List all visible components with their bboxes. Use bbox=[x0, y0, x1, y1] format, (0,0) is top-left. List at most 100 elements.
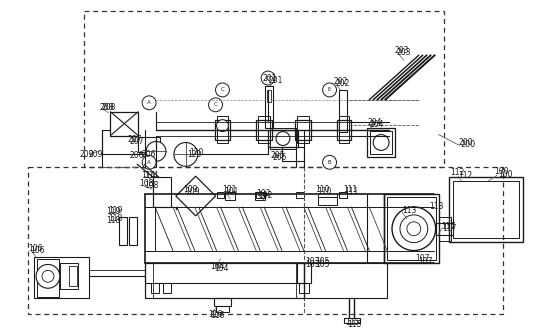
Bar bbox=[436, 223, 453, 235]
Bar bbox=[268, 130, 298, 147]
Bar bbox=[296, 192, 304, 198]
Text: 117: 117 bbox=[442, 222, 456, 231]
Text: 112: 112 bbox=[451, 168, 465, 177]
Text: 116: 116 bbox=[210, 311, 225, 320]
Text: 116: 116 bbox=[209, 309, 223, 318]
Circle shape bbox=[216, 120, 229, 132]
Bar bbox=[153, 177, 171, 207]
Text: 111: 111 bbox=[345, 187, 359, 196]
Bar bbox=[340, 116, 350, 143]
Text: 100: 100 bbox=[494, 167, 508, 176]
Bar bbox=[34, 257, 89, 298]
Text: 202: 202 bbox=[334, 77, 348, 86]
Bar bbox=[270, 128, 296, 149]
Circle shape bbox=[400, 215, 428, 243]
Bar bbox=[370, 131, 392, 154]
Bar bbox=[225, 192, 235, 200]
Text: 101: 101 bbox=[224, 187, 239, 196]
Text: 101: 101 bbox=[223, 185, 237, 194]
Bar bbox=[265, 86, 273, 128]
Circle shape bbox=[276, 132, 290, 145]
Text: 102: 102 bbox=[256, 189, 270, 198]
Text: 100: 100 bbox=[498, 170, 513, 179]
Text: 204: 204 bbox=[367, 118, 382, 127]
Circle shape bbox=[42, 270, 54, 282]
Text: 118: 118 bbox=[108, 214, 123, 223]
Text: 107: 107 bbox=[415, 254, 430, 263]
Text: 103: 103 bbox=[305, 257, 319, 266]
Text: 108: 108 bbox=[139, 179, 154, 188]
Bar bbox=[119, 217, 127, 245]
Text: 119: 119 bbox=[107, 208, 121, 216]
Text: B: B bbox=[328, 160, 331, 165]
Circle shape bbox=[215, 83, 229, 97]
Bar bbox=[28, 167, 503, 314]
Text: 108: 108 bbox=[144, 181, 159, 190]
Text: 203: 203 bbox=[395, 46, 410, 55]
Circle shape bbox=[322, 83, 336, 97]
Circle shape bbox=[142, 155, 156, 169]
Text: 110: 110 bbox=[316, 185, 330, 194]
Bar bbox=[138, 136, 160, 152]
Text: 206: 206 bbox=[141, 150, 155, 159]
Bar bbox=[215, 120, 230, 139]
Bar bbox=[387, 197, 436, 260]
Text: 109: 109 bbox=[185, 187, 199, 196]
Bar bbox=[256, 120, 272, 139]
Bar bbox=[84, 11, 443, 167]
Text: 208: 208 bbox=[99, 103, 114, 112]
Text: 113: 113 bbox=[428, 203, 443, 212]
Text: 115: 115 bbox=[347, 320, 362, 329]
Bar bbox=[37, 260, 59, 297]
Circle shape bbox=[261, 71, 275, 85]
Text: 110: 110 bbox=[317, 187, 332, 196]
Text: 120: 120 bbox=[189, 148, 203, 157]
Text: E: E bbox=[328, 87, 331, 92]
Bar bbox=[69, 266, 77, 286]
Text: 105: 105 bbox=[316, 260, 330, 269]
Circle shape bbox=[373, 134, 389, 150]
Bar bbox=[297, 116, 309, 143]
Circle shape bbox=[174, 142, 198, 166]
Circle shape bbox=[142, 96, 156, 110]
Bar bbox=[214, 298, 231, 306]
Text: 111: 111 bbox=[344, 185, 357, 194]
Bar bbox=[145, 263, 304, 298]
Text: 103: 103 bbox=[305, 260, 319, 269]
Circle shape bbox=[209, 98, 223, 112]
Bar bbox=[345, 318, 360, 323]
Text: 201: 201 bbox=[262, 73, 276, 82]
Bar bbox=[340, 192, 347, 198]
Text: 118: 118 bbox=[107, 216, 121, 225]
Text: 207: 207 bbox=[127, 135, 142, 144]
Bar bbox=[282, 147, 304, 161]
Text: 202: 202 bbox=[336, 79, 350, 88]
Bar bbox=[151, 283, 159, 293]
Bar bbox=[452, 181, 519, 238]
Text: 205: 205 bbox=[272, 153, 286, 162]
Bar bbox=[340, 90, 347, 132]
Bar bbox=[110, 112, 138, 135]
Text: 203: 203 bbox=[397, 48, 411, 57]
Text: 106: 106 bbox=[30, 246, 44, 255]
Text: 109: 109 bbox=[183, 185, 198, 194]
Circle shape bbox=[146, 141, 166, 161]
Text: A: A bbox=[147, 160, 151, 165]
Bar bbox=[216, 192, 224, 198]
Text: C: C bbox=[214, 102, 218, 107]
Bar bbox=[337, 120, 351, 139]
Text: 102: 102 bbox=[258, 191, 273, 200]
Bar bbox=[255, 192, 265, 200]
Text: 106: 106 bbox=[28, 244, 43, 253]
Text: 117: 117 bbox=[442, 224, 457, 233]
Bar bbox=[297, 263, 311, 283]
Text: 119: 119 bbox=[108, 207, 123, 215]
Text: 209: 209 bbox=[80, 150, 94, 159]
Text: A: A bbox=[147, 100, 151, 105]
Bar bbox=[145, 263, 304, 283]
Text: 208: 208 bbox=[102, 103, 116, 112]
Bar bbox=[384, 194, 438, 263]
Text: 105: 105 bbox=[316, 257, 330, 266]
Text: 207: 207 bbox=[129, 137, 144, 146]
Text: 114: 114 bbox=[141, 171, 155, 180]
